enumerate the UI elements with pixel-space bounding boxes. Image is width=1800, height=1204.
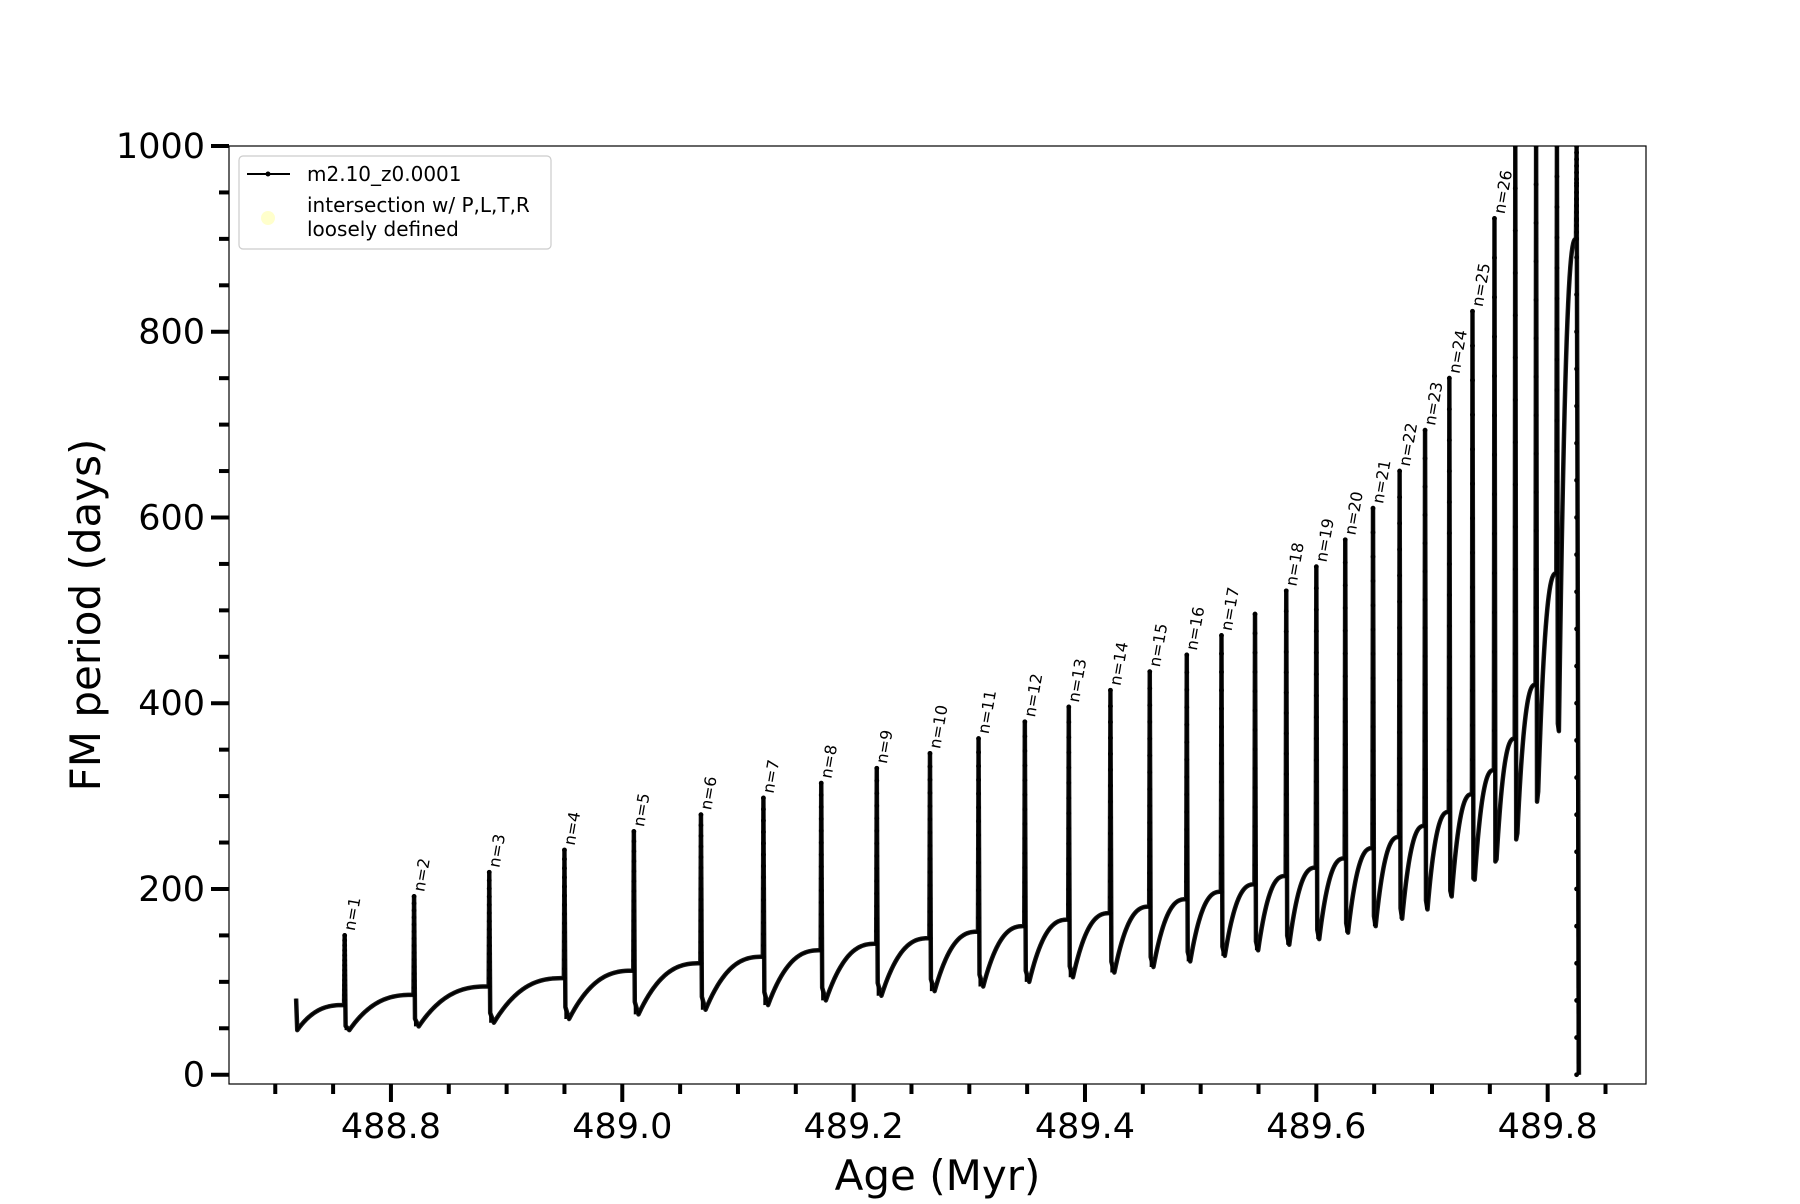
data-point bbox=[1574, 663, 1579, 669]
legend: m2.10_z0.0001 intersection w/ P,L,T,R loo… bbox=[238, 155, 552, 250]
data-point bbox=[1574, 700, 1579, 706]
pulse-label-n=21: n=21 bbox=[1368, 458, 1394, 505]
data-point bbox=[1574, 477, 1579, 483]
pulse-label-n=24: n=24 bbox=[1445, 328, 1471, 375]
y-tick-label: 200 bbox=[138, 870, 205, 910]
pulse-label-n=16: n=16 bbox=[1182, 605, 1208, 652]
y-axis-title: FM period (days) bbox=[61, 439, 110, 792]
pulse-label-n=1: n=1 bbox=[340, 896, 365, 933]
data-point bbox=[1574, 1035, 1579, 1040]
data-point bbox=[1574, 589, 1579, 595]
pulse-label-n=17: n=17 bbox=[1217, 586, 1243, 633]
data-point bbox=[1574, 292, 1579, 297]
plot-content bbox=[293, 146, 1582, 1078]
pulse-label-n=4: n=4 bbox=[560, 810, 585, 847]
data-point bbox=[1574, 217, 1579, 223]
series-line-dense bbox=[293, 146, 1582, 1075]
y-tick-label: 1000 bbox=[116, 127, 205, 167]
pulse-label-n=23: n=23 bbox=[1420, 380, 1446, 427]
data-point bbox=[1574, 775, 1579, 780]
y-tick-label: 0 bbox=[183, 1056, 205, 1096]
data-point bbox=[1574, 440, 1579, 446]
pulse-label-n=10: n=10 bbox=[925, 704, 951, 751]
pulse-label-n=9: n=9 bbox=[872, 728, 897, 765]
final-collapse bbox=[1574, 146, 1579, 1078]
legend-label-intersection: intersection w/ P,L,T,R loosely defined bbox=[307, 193, 530, 241]
data-point bbox=[1574, 960, 1579, 966]
data-point bbox=[1574, 886, 1579, 892]
pulse-label-n=15: n=15 bbox=[1145, 622, 1171, 669]
pulse-label-n=19: n=19 bbox=[1312, 517, 1338, 564]
y-tick-label: 400 bbox=[138, 684, 205, 724]
data-point bbox=[1574, 255, 1579, 260]
x-tick-label: 489.4 bbox=[1035, 1107, 1135, 1147]
data-point bbox=[1574, 515, 1579, 520]
x-tick-label: 488.8 bbox=[341, 1107, 441, 1147]
legend-label-line: loosely defined bbox=[307, 217, 459, 241]
legend-label-series: m2.10_z0.0001 bbox=[307, 162, 462, 186]
x-tick-label: 489.8 bbox=[1498, 1107, 1598, 1147]
pulse-label-n=7: n=7 bbox=[759, 758, 784, 795]
data-point bbox=[1574, 737, 1579, 743]
pulse-label-n=6: n=6 bbox=[696, 775, 721, 812]
data-point bbox=[1574, 626, 1579, 632]
legend-intersection-marker bbox=[261, 211, 275, 225]
legend-box bbox=[238, 155, 552, 250]
plot-frame bbox=[228, 145, 1647, 1085]
x-tick-label: 489.2 bbox=[804, 1107, 904, 1147]
y-tick-label: 600 bbox=[138, 498, 205, 538]
data-point bbox=[1574, 329, 1579, 335]
data-point bbox=[1574, 180, 1579, 186]
data-point bbox=[1574, 1072, 1579, 1078]
legend-label-line: intersection w/ P,L,T,R bbox=[307, 193, 530, 217]
x-axis-title: Age (Myr) bbox=[835, 1151, 1041, 1200]
data-point bbox=[1574, 998, 1579, 1003]
data-point bbox=[1574, 403, 1579, 409]
pulse-label-n=12: n=12 bbox=[1020, 672, 1046, 719]
legend-dot-marker bbox=[265, 171, 271, 177]
x-tick-label: 489.6 bbox=[1266, 1107, 1366, 1147]
data-point bbox=[1574, 552, 1579, 558]
pulse-label-n=18: n=18 bbox=[1281, 541, 1307, 588]
pulse-label-n=25: n=25 bbox=[1468, 261, 1494, 308]
pulse-label-n=20: n=20 bbox=[1340, 490, 1366, 537]
y-tick-label: 800 bbox=[138, 313, 205, 353]
pulse-label-n=8: n=8 bbox=[816, 743, 841, 780]
pulse-label-n=13: n=13 bbox=[1064, 657, 1090, 704]
data-point bbox=[1574, 366, 1579, 372]
pulse-label-n=26: n=26 bbox=[1490, 169, 1516, 216]
pulse-label-n=2: n=2 bbox=[409, 857, 434, 894]
pulse-label-n=14: n=14 bbox=[1106, 640, 1132, 687]
axes: 0 200 400 600 800 1000 488.8 489.0 489.2 489.4 489… bbox=[116, 127, 1608, 1147]
data-point bbox=[1574, 923, 1579, 929]
x-tick-label: 489.0 bbox=[572, 1107, 672, 1147]
pulse-label-n=5: n=5 bbox=[629, 792, 654, 829]
data-point bbox=[1574, 849, 1579, 855]
data-point bbox=[1574, 812, 1579, 818]
pulse-label-n=3: n=3 bbox=[484, 832, 509, 869]
pulse-label-n=22: n=22 bbox=[1395, 421, 1421, 468]
pulse-label-n=11: n=11 bbox=[974, 689, 1000, 736]
